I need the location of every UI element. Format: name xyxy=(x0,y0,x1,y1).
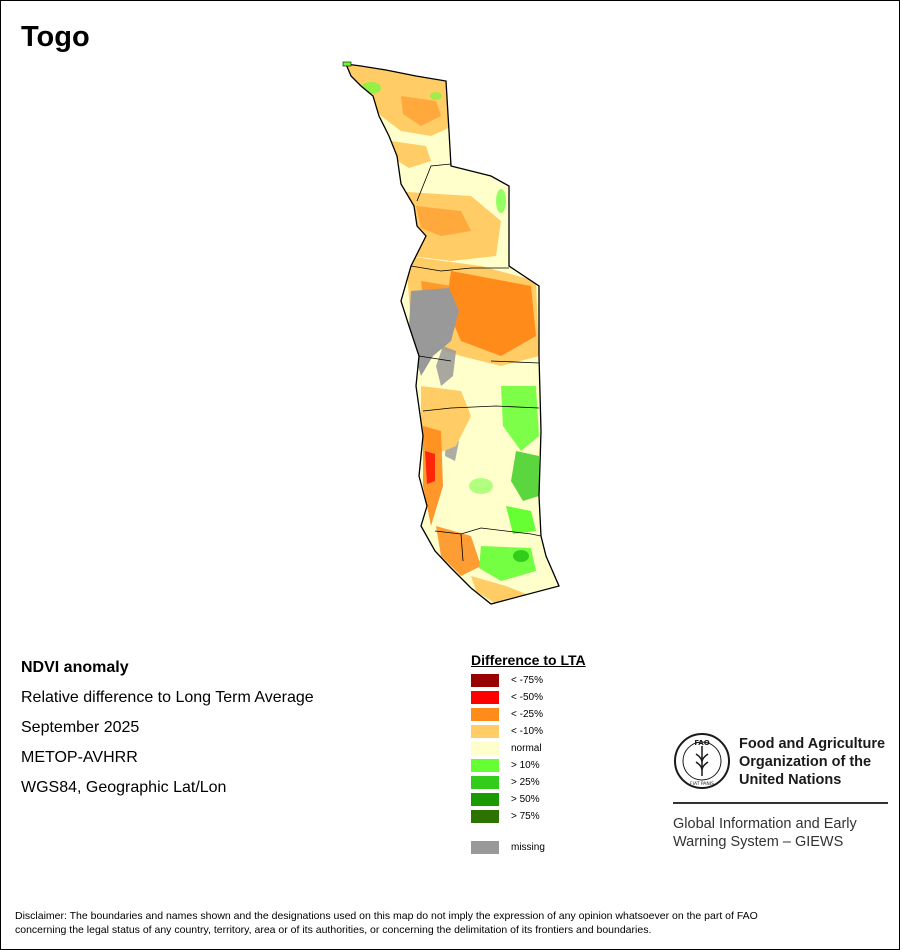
giews-line2: Warning System – GIEWS xyxy=(673,834,844,850)
legend-item-missing: missing xyxy=(471,839,586,856)
legend-item: < -50% xyxy=(471,689,586,706)
ndvi-missing-central xyxy=(409,288,459,376)
legend-label: < -25% xyxy=(511,709,543,720)
togo-ndvi-map xyxy=(342,61,560,605)
ndvi-area-plus25-east xyxy=(511,451,539,501)
map-info-block: NDVI anomaly Relative difference to Long… xyxy=(21,657,314,807)
fao-name-line1: Food and Agriculture xyxy=(739,736,886,752)
legend-label: < -10% xyxy=(511,726,543,737)
legend-label: normal xyxy=(511,743,542,754)
legend-label: < -75% xyxy=(511,675,543,686)
boundary-savanes-kara xyxy=(416,163,452,202)
legend-label: < -50% xyxy=(511,692,543,703)
legend-swatch xyxy=(471,759,499,772)
info-projection: WGS84, Geographic Lat/Lon xyxy=(21,779,227,796)
info-sensor: METOP-AVHRR xyxy=(21,749,138,766)
ndvi-area-plus10-ne xyxy=(430,92,442,100)
legend-title: Difference to LTA xyxy=(471,652,586,668)
legend-item: > 25% xyxy=(471,774,586,791)
fao-logo-inner-ring xyxy=(682,741,722,781)
info-date: September 2025 xyxy=(21,719,140,736)
legend-item: > 10% xyxy=(471,757,586,774)
legend-label: > 10% xyxy=(511,760,540,771)
ndvi-area-plus25-south xyxy=(513,550,529,562)
fao-organization-name: Food and Agriculture Organization of the… xyxy=(739,735,885,789)
legend-label: > 25% xyxy=(511,777,540,788)
legend-gap xyxy=(471,825,586,839)
boundary-maritime-inner xyxy=(460,533,464,562)
giews-line1: Global Information and Early xyxy=(673,816,857,832)
ndvi-area-minus25-central xyxy=(446,271,536,356)
legend-item: < -25% xyxy=(471,706,586,723)
info-heading: NDVI anomaly xyxy=(21,659,129,676)
ndvi-area-minus25-north xyxy=(401,96,441,126)
legend-swatch xyxy=(471,742,499,755)
legend-swatch xyxy=(471,708,499,721)
legend-label-missing: missing xyxy=(511,842,545,853)
legend-label: > 75% xyxy=(511,811,540,822)
disclaimer-line1: Disclaimer: The boundaries and names sho… xyxy=(15,910,758,922)
legend-swatch xyxy=(471,691,499,704)
ndvi-area-plus10-inland xyxy=(469,478,493,494)
fao-name-line2: Organization of the xyxy=(739,754,872,770)
ndvi-area-minus25-maritime xyxy=(436,526,481,576)
fao-logo-ring xyxy=(674,733,730,789)
legend-swatch xyxy=(471,674,499,687)
boundary-kara-centrale xyxy=(410,265,509,272)
legend-swatch xyxy=(471,810,499,823)
fao-logo-motto: FIAT PANIS xyxy=(690,781,714,787)
legend: Difference to LTA < -75% < -50% < -25% < -1… xyxy=(471,652,586,856)
legend-swatch xyxy=(471,725,499,738)
legend-item: > 50% xyxy=(471,791,586,808)
boundary-centrale-east xyxy=(490,360,540,364)
region-boundaries xyxy=(410,163,542,562)
legend-item: > 75% xyxy=(471,808,586,825)
legend-swatch xyxy=(471,776,499,789)
legend-label: > 50% xyxy=(511,794,540,805)
ndvi-area-plus10-east-central xyxy=(501,386,539,451)
ndvi-area-minus50-southwest xyxy=(425,451,435,484)
legend-item: < -10% xyxy=(471,723,586,740)
legend-swatch-missing xyxy=(471,841,499,854)
fao-logo: FAO FIAT PANIS xyxy=(674,733,730,789)
boundary-plateaux-maritime xyxy=(434,527,542,537)
boundary-centrale-west xyxy=(418,355,452,362)
legend-item: normal xyxy=(471,740,586,757)
legend-swatch xyxy=(471,793,499,806)
ndvi-anomaly-layer xyxy=(346,64,539,604)
fao-name-line3: United Nations xyxy=(739,772,842,788)
map-title: Togo xyxy=(21,21,90,53)
fao-logo-text: FAO xyxy=(694,739,709,747)
fao-divider xyxy=(673,802,888,804)
boundary-centrale-plateaux xyxy=(422,405,540,412)
legend-items: < -75% < -50% < -25% < -10% normal > 10% > 25%… xyxy=(471,672,586,825)
legend-item: < -75% xyxy=(471,672,586,689)
disclaimer-line2: concerning the legal status of any count… xyxy=(15,924,652,936)
ndvi-area-plus10-southeast xyxy=(506,506,536,534)
ndvi-area-plus10-east xyxy=(496,189,506,213)
wheat-ear-icon xyxy=(695,746,709,776)
ndvi-area-minus25-kara xyxy=(416,206,471,236)
ndvi-missing-patch xyxy=(436,346,456,386)
northern-tip-marker xyxy=(342,61,352,67)
info-subtitle: Relative difference to Long Term Average xyxy=(21,689,314,706)
giews-name: Global Information and Early Warning Sys… xyxy=(673,815,857,851)
disclaimer: Disclaimer: The boundaries and names sho… xyxy=(15,909,885,937)
ndvi-area-minus10-savanes xyxy=(391,141,431,168)
